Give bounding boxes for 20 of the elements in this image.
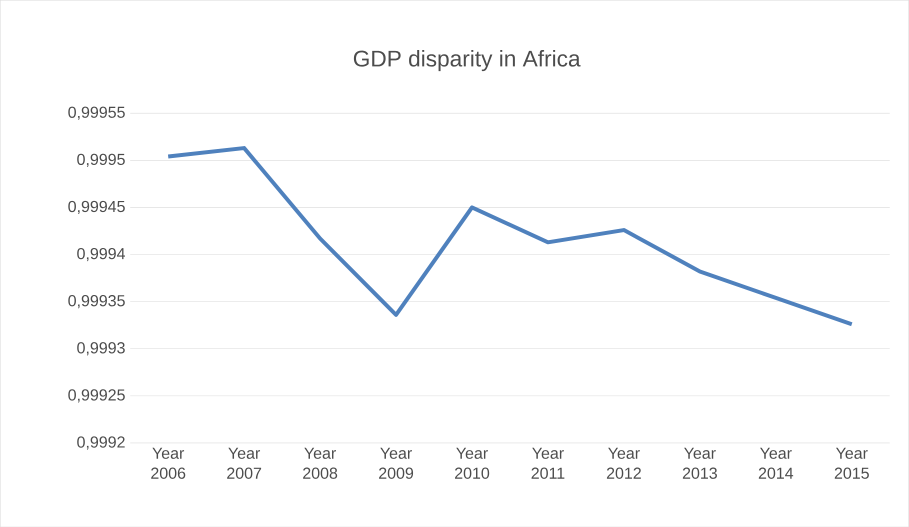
x-tick-label: Year 2013 <box>682 448 717 479</box>
x-tick-label: Year 2014 <box>758 448 794 479</box>
line-series <box>166 146 854 326</box>
x-tick-label: Year 2007 <box>227 448 262 479</box>
y-tick-label: 0,99935 <box>68 294 125 308</box>
y-tick-label: 0,99925 <box>68 389 125 402</box>
y-tick-label: 0,9993 <box>77 342 125 356</box>
x-tick-label: Year 2009 <box>379 448 414 479</box>
x-tick-label: Year 2015 <box>834 448 869 479</box>
x-tick-label: Year 2011 <box>532 448 564 479</box>
y-tick-label: 0,99945 <box>68 200 125 214</box>
x-tick-label: Year 2010 <box>455 448 490 479</box>
y-tick-label: 0,99955 <box>68 106 125 120</box>
x-tick-label: Year 2008 <box>303 448 338 479</box>
x-tick-label: Year 2006 <box>151 448 186 479</box>
x-tick-label: Year 2012 <box>606 448 641 479</box>
y-tick-label: 0,9995 <box>77 154 125 167</box>
y-tick-label: 0,9992 <box>77 436 125 450</box>
y-tick-label: 0,9994 <box>77 248 126 262</box>
chart-title: GDP disparity in Africa <box>354 50 581 72</box>
